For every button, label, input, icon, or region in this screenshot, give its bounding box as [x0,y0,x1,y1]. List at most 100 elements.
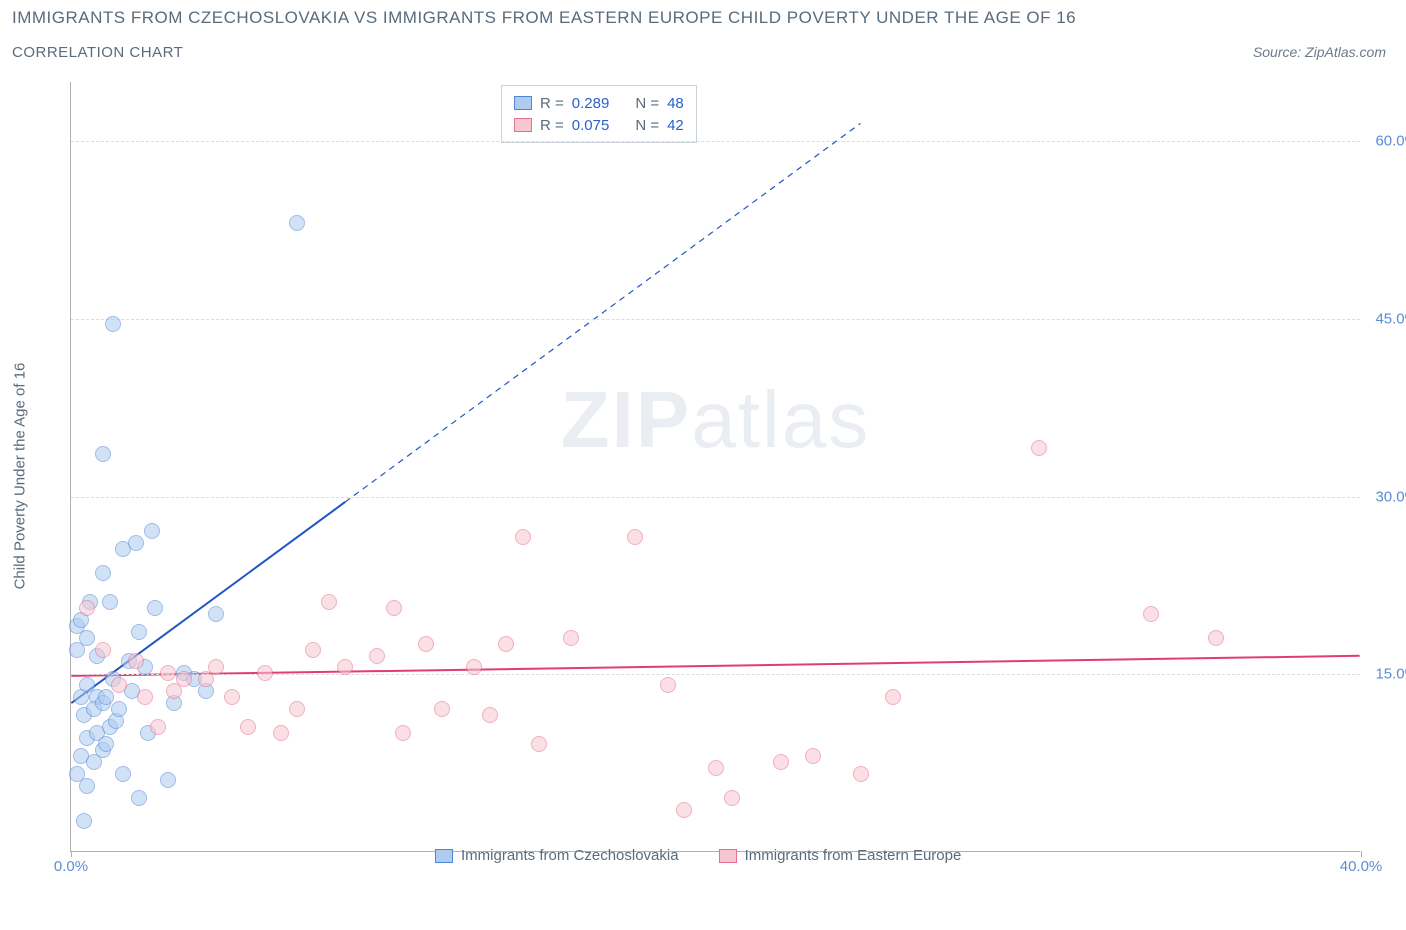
chart-title: IMMIGRANTS FROM CZECHOSLOVAKIA VS IMMIGR… [12,8,1076,28]
data-point [240,719,256,735]
data-point [289,215,305,231]
data-point [111,677,127,693]
data-point [98,689,114,705]
data-point [95,642,111,658]
y-tick-label: 45.0% [1375,310,1406,327]
data-point [147,600,163,616]
data-point [73,689,89,705]
data-point [150,719,166,735]
data-point [805,748,821,764]
x-tick-label: 0.0% [54,858,88,875]
gridline [71,497,1360,498]
stats-legend-row: R = 0.289 N = 48 [514,92,684,114]
data-point [337,659,353,675]
y-tick-label: 60.0% [1375,133,1406,150]
legend-swatch [514,96,532,110]
data-point [498,636,514,652]
data-point [289,701,305,717]
y-axis-label: Child Poverty Under the Age of 16 [12,363,29,590]
series-legend: Immigrants from Czechoslovakia Immigrants… [435,847,961,864]
data-point [321,594,337,610]
data-point [724,790,740,806]
data-point [369,648,385,664]
data-point [418,636,434,652]
data-point [395,725,411,741]
data-point [98,736,114,752]
legend-swatch [514,118,532,132]
legend-item: Immigrants from Eastern Europe [719,847,962,864]
data-point [76,813,92,829]
data-point [1208,630,1224,646]
data-point [853,766,869,782]
n-value: 48 [667,95,684,112]
scatter-plot: ZIPatlas R =0.289N =48R =0.075N =42 15.0… [70,82,1360,852]
data-point [69,642,85,658]
data-point [102,594,118,610]
r-label: R = [540,117,564,134]
data-point [128,653,144,669]
stats-legend-row: R = 0.075 N = 42 [514,114,684,136]
chart-subtitle: CORRELATION CHART [12,44,183,61]
data-point [676,802,692,818]
gridline [71,141,1360,142]
legend-swatch [435,849,453,863]
x-tick-mark [1361,851,1362,857]
data-point [627,529,643,545]
data-point [131,624,147,640]
r-value: 0.075 [572,117,610,134]
stats-legend: R = 0.289 N = 48 R = 0.075 N = 42 [501,85,697,143]
x-tick-mark [71,851,72,857]
r-label: R = [540,95,564,112]
data-point [257,665,273,681]
n-label: N = [635,117,659,134]
data-point [95,565,111,581]
data-point [160,772,176,788]
data-point [531,736,547,752]
watermark: ZIPatlas [561,374,870,466]
data-point [773,754,789,770]
n-label: N = [635,95,659,112]
data-point [466,659,482,675]
data-point [1143,606,1159,622]
data-point [708,760,724,776]
data-point [79,778,95,794]
watermark-bold: ZIP [561,375,691,464]
data-point [208,606,224,622]
chart-area: Child Poverty Under the Age of 16 ZIPatl… [50,82,1380,870]
data-point [305,642,321,658]
data-point [176,671,192,687]
data-point [160,665,176,681]
y-tick-label: 30.0% [1375,488,1406,505]
data-point [386,600,402,616]
data-point [273,725,289,741]
r-value: 0.289 [572,95,610,112]
data-point [111,701,127,717]
data-point [660,677,676,693]
data-point [515,529,531,545]
data-point [79,600,95,616]
data-point [131,790,147,806]
legend-label: Immigrants from Czechoslovakia [461,847,679,864]
data-point [885,689,901,705]
n-value: 42 [667,117,684,134]
data-point [1031,440,1047,456]
data-point [105,316,121,332]
data-point [208,659,224,675]
y-tick-label: 15.0% [1375,666,1406,683]
legend-label: Immigrants from Eastern Europe [745,847,962,864]
data-point [563,630,579,646]
data-point [144,523,160,539]
data-point [482,707,498,723]
data-point [115,766,131,782]
data-point [95,446,111,462]
gridline [71,319,1360,320]
legend-swatch [719,849,737,863]
x-tick-label: 40.0% [1340,858,1383,875]
data-point [434,701,450,717]
source-label: Source: ZipAtlas.com [1253,44,1386,60]
data-point [128,535,144,551]
data-point [224,689,240,705]
trend-lines [71,82,1360,851]
watermark-rest: atlas [691,375,870,464]
legend-item: Immigrants from Czechoslovakia [435,847,679,864]
